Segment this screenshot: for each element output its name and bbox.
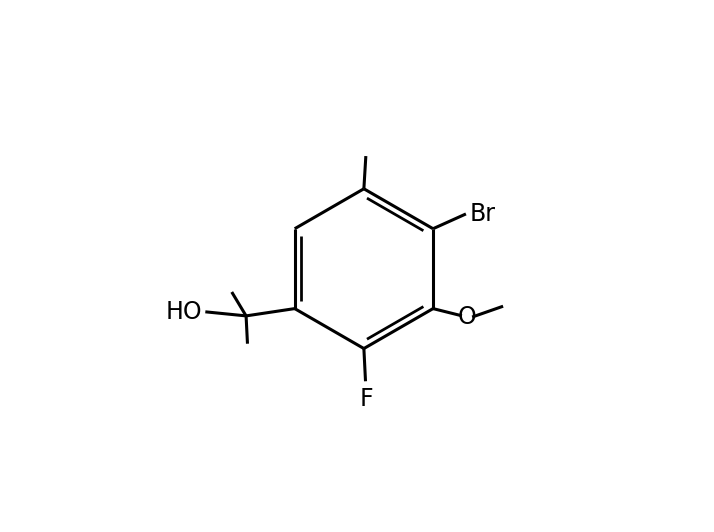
Text: F: F — [360, 387, 373, 411]
Text: HO: HO — [166, 300, 203, 324]
Text: O: O — [458, 305, 476, 329]
Text: Br: Br — [469, 202, 496, 226]
